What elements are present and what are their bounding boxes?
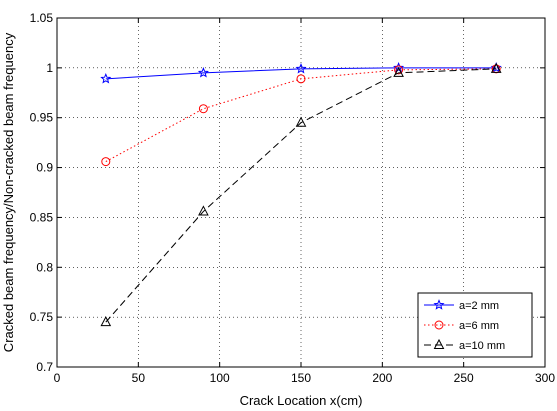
data-point	[295, 116, 307, 127]
legend-entry: a=2 mm	[424, 299, 499, 312]
data-point	[393, 66, 404, 77]
data-point	[394, 65, 404, 75]
series-line	[105, 67, 497, 80]
x-tick-label: 150	[291, 371, 311, 385]
data-point	[295, 63, 307, 74]
x-axis-label: Crack Location x(cm)	[240, 393, 363, 408]
legend-marker	[433, 299, 445, 310]
series-layer	[100, 62, 502, 327]
data-point	[101, 157, 111, 167]
legend-marker	[434, 320, 444, 330]
legend-label: a=10 mm	[459, 340, 505, 352]
y-tick-label: 0.75	[30, 310, 54, 324]
data-point	[100, 73, 112, 84]
x-tick-label: 100	[210, 371, 230, 385]
data-point	[490, 62, 502, 73]
series-3	[100, 62, 502, 327]
y-axis-label: Cracked beam frequency/Non-cracked beam …	[1, 32, 16, 352]
data-point	[197, 67, 209, 78]
series-line	[105, 68, 497, 323]
y-tick-label: 1	[46, 61, 53, 75]
legend: a=2 mm a=6 mm a=10 mm	[417, 292, 533, 358]
data-point	[100, 316, 112, 327]
x-tick-label: 200	[372, 371, 392, 385]
legend-label: a=6 mm	[459, 320, 499, 332]
series-line	[105, 68, 497, 163]
x-tick-label: 50	[132, 371, 146, 385]
data-point	[198, 104, 208, 114]
y-tick-label: 0.9	[36, 161, 53, 175]
y-tick-label: 0.95	[30, 111, 54, 125]
legend-marker	[433, 338, 445, 349]
legend-entry: a=10 mm	[424, 338, 505, 352]
y-tick-label: 0.7	[36, 360, 53, 374]
x-tick-label: 300	[535, 371, 555, 385]
legend-entry: a=6 mm	[424, 320, 499, 332]
data-point	[393, 62, 405, 73]
tick-layer: 0 50 100 150 200 250 300 0.7 0.75 0.8 0.85 0.9 0.95 1…	[30, 11, 556, 385]
y-tick-label: 0.85	[30, 210, 54, 224]
data-point	[198, 205, 209, 216]
y-tick-label: 1.05	[30, 11, 54, 25]
x-tick-label: 250	[454, 371, 474, 385]
y-tick-label: 0.8	[36, 260, 53, 274]
legend-label: a=2 mm	[459, 300, 499, 312]
data-point	[296, 74, 306, 84]
x-tick-label: 0	[54, 371, 61, 385]
